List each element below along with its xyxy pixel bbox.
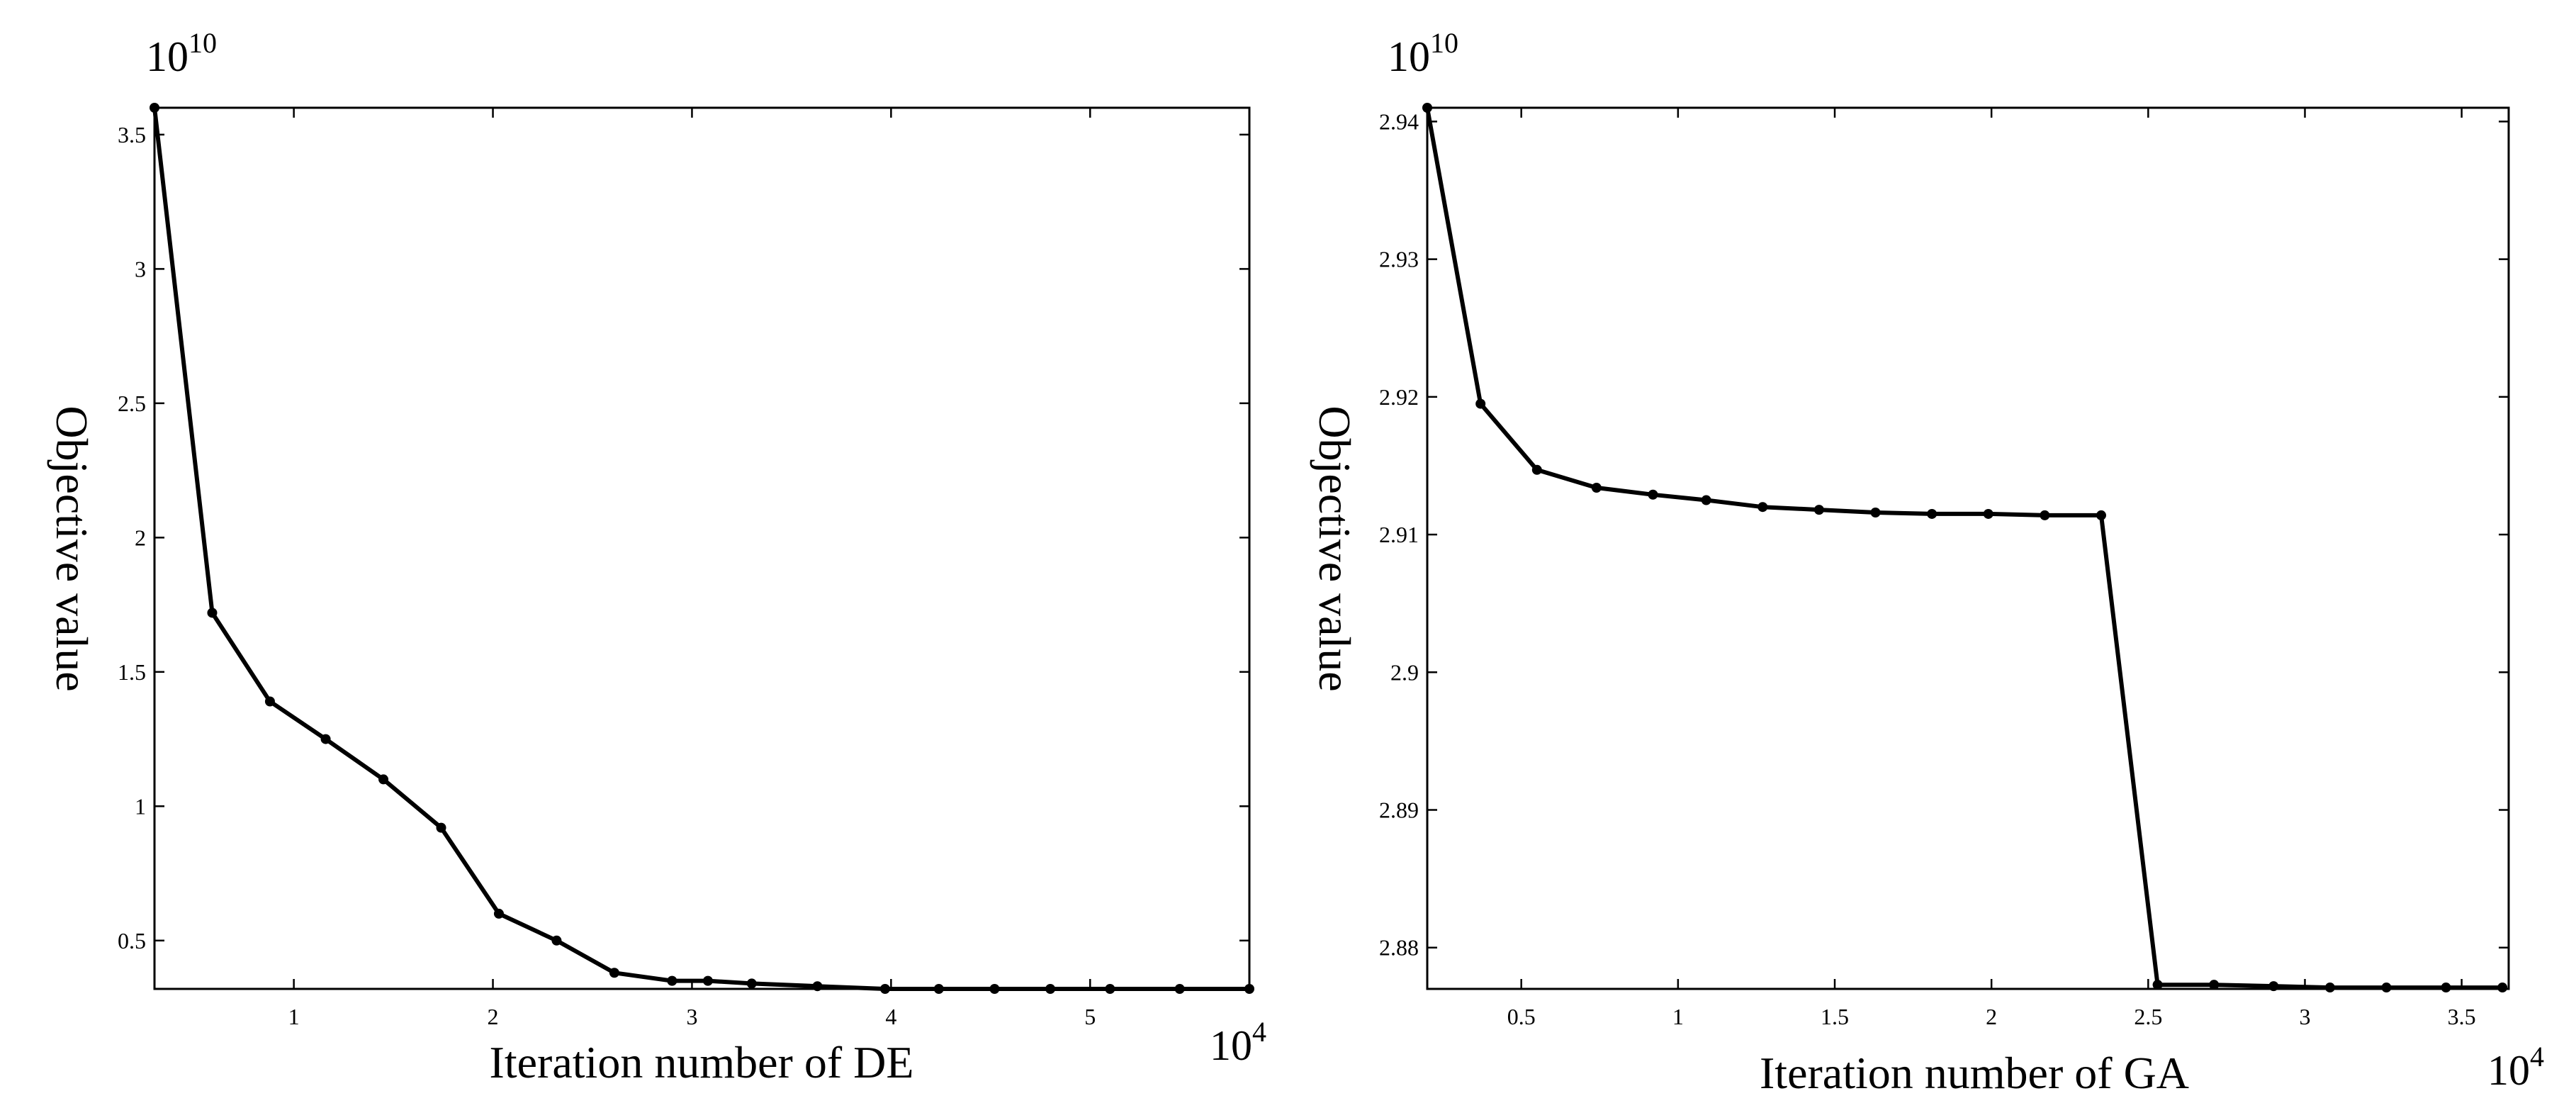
data-point: [2209, 980, 2220, 990]
data-point: [1648, 489, 1658, 500]
y-axis-exponent: 1010: [146, 27, 217, 80]
data-point: [264, 696, 275, 707]
data-point: [812, 981, 823, 992]
series-line: [152, 107, 1249, 991]
x-tick-label: 2.5: [2134, 1004, 2162, 1029]
y-tick-label: 1: [135, 793, 146, 819]
x-tick-label: 1.5: [1821, 1004, 1849, 1029]
data-point: [1927, 508, 1937, 519]
data-point: [1045, 984, 1056, 994]
x-tick-label: 3: [2299, 1004, 2310, 1029]
data-point: [667, 975, 677, 986]
x-axis-label: Iteration number of DE: [490, 1037, 914, 1087]
data-point: [1701, 495, 1711, 505]
data-point: [2096, 510, 2106, 520]
x-tick-label: 2: [488, 1004, 499, 1029]
x-axis-exponent: 104: [2487, 1041, 2544, 1094]
data-point: [1422, 103, 1432, 113]
x-tick-label: 5: [1084, 1004, 1096, 1029]
data-point: [207, 608, 218, 618]
y-tick-label: 2.9: [1390, 659, 1419, 685]
data-point: [320, 734, 331, 744]
x-tick-label: 4: [885, 1004, 896, 1029]
data-point: [2040, 510, 2050, 520]
data-point: [1244, 984, 1254, 994]
x-tick-label: 3.5: [2448, 1004, 2476, 1029]
data-point: [2152, 980, 2163, 990]
y-tick-label: 2.89: [1379, 798, 1419, 823]
chart-ga: 0.5 1 1.5 2 2.5 3 3.5 2.88 2.89 2.9 2.91 2.92 2.93 2.…: [1310, 27, 2544, 1098]
y-tick-label: 2.88: [1379, 935, 1419, 961]
y-axis-label: Objective value: [1310, 405, 1360, 691]
data-point: [2441, 983, 2451, 993]
y-axis-label: Objective value: [47, 405, 97, 691]
data-point: [609, 968, 619, 978]
data-point: [1105, 984, 1115, 994]
y-tick-label: 3: [135, 256, 146, 281]
data-point: [1531, 464, 1542, 475]
data-point: [378, 774, 389, 785]
y-tick-label: 2.94: [1379, 108, 1419, 134]
x-tick-label: 1: [288, 1004, 300, 1029]
data-point: [989, 984, 1000, 994]
data-point: [2324, 983, 2335, 993]
data-point: [746, 978, 757, 989]
y-tick-label: 2.5: [118, 391, 146, 416]
y-tick-label: 3.5: [118, 122, 146, 147]
data-point: [1983, 508, 1993, 519]
data-point: [1813, 505, 1824, 515]
data-point: [2381, 983, 2392, 993]
data-point: [2497, 983, 2508, 993]
data-point: [150, 103, 159, 113]
y-tick-label: 2.93: [1379, 247, 1419, 272]
data-point: [1591, 483, 1602, 493]
series-line: [1425, 107, 2503, 990]
y-tick-label: 2.91: [1379, 522, 1419, 547]
data-point: [493, 908, 504, 919]
data-point: [1475, 398, 1486, 409]
x-tick-label: 0.5: [1507, 1004, 1536, 1029]
data-point: [702, 975, 713, 986]
data-point: [1757, 502, 1768, 513]
y-axis-exponent: 1010: [1388, 27, 1458, 80]
data-point: [933, 984, 944, 994]
y-tick-label: 2: [135, 525, 146, 550]
y-tick-label: 2.92: [1379, 384, 1419, 410]
chart-de: 1 2 3 4 5 0.5 1 1.5 2 2.5 3 3.5 Objective value Itera…: [47, 27, 1266, 1087]
y-tick-label: 1.5: [118, 659, 146, 685]
y-tick-label: 0.5: [118, 928, 146, 953]
x-axis-exponent: 104: [1210, 1016, 1266, 1069]
plot-area: [153, 106, 1251, 990]
data-point: [1870, 508, 1881, 518]
plot-area: [1426, 106, 2510, 990]
data-point: [551, 935, 562, 946]
data-point: [436, 822, 446, 833]
data-point: [1174, 984, 1185, 994]
data-point: [2268, 981, 2279, 992]
x-tick-label: 3: [686, 1004, 697, 1029]
data-point: [879, 984, 890, 994]
x-tick-label: 1: [1672, 1004, 1684, 1029]
x-tick-label: 2: [1986, 1004, 1997, 1029]
x-axis-label: Iteration number of GA: [1760, 1048, 2189, 1098]
